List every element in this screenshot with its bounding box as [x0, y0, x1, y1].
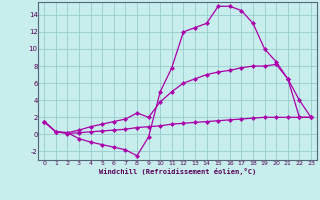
X-axis label: Windchill (Refroidissement éolien,°C): Windchill (Refroidissement éolien,°C) — [99, 168, 256, 175]
